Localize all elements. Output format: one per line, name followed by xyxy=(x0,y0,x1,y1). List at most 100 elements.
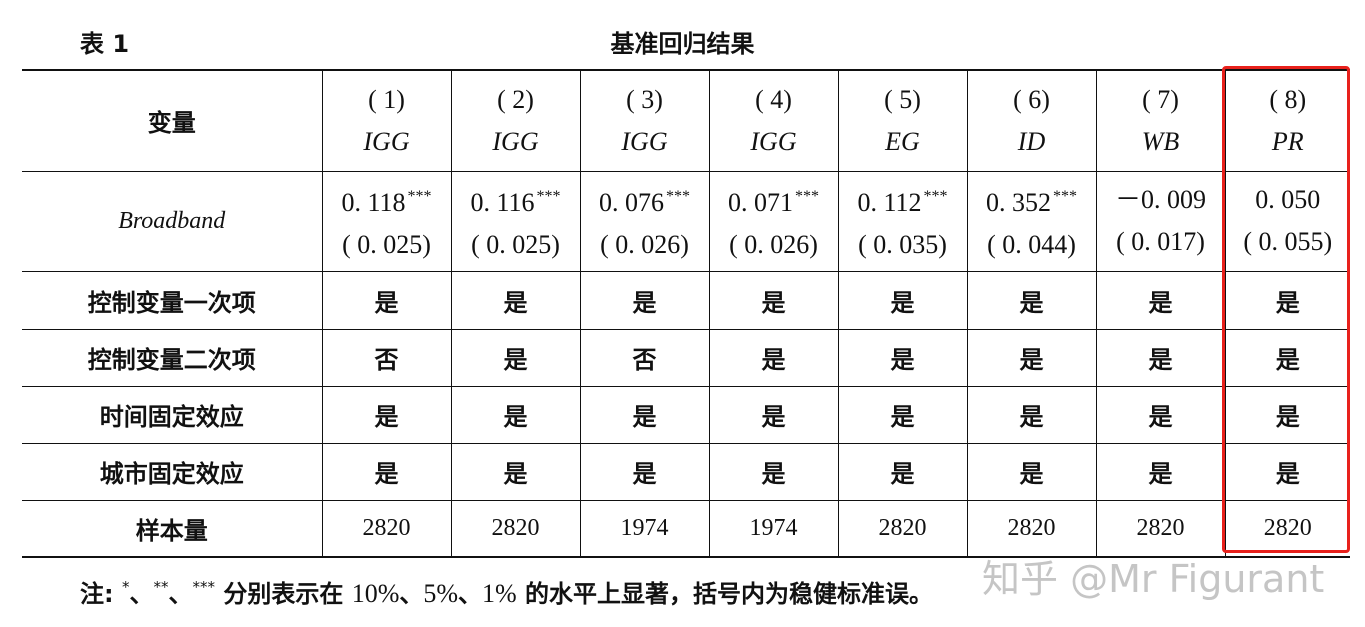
column-header-5: ( 5) EG xyxy=(837,70,967,171)
sample-row: 样本量 2820 2820 1974 1974 2820 2820 2820 2820 xyxy=(22,499,1350,557)
sample-size-cell: 2820 xyxy=(321,499,451,557)
coefficient-value: －0. 009 xyxy=(1114,185,1206,214)
sample-size-cell: 1974 xyxy=(708,499,838,557)
model-number: ( 5) xyxy=(884,84,921,114)
table-cell: 是 xyxy=(708,328,838,386)
coefficient-cell: －0. 009 ( 0. 017) xyxy=(1095,170,1225,271)
table-cell: 否 xyxy=(321,328,451,386)
table-row: 控制变量二次项 否是否是是是是是 xyxy=(22,328,1350,386)
table-cell: 是 xyxy=(1224,442,1350,500)
coefficient-cell: 0. 118 *** ( 0. 025) xyxy=(321,170,451,271)
model-number: ( 3) xyxy=(626,84,663,114)
significance-stars: *** xyxy=(536,188,561,205)
table-cell: 是 xyxy=(579,385,709,443)
column-header-6: ( 6) ID xyxy=(966,70,1096,171)
header-row: 变量 ( 1) IGG ( 2) IGG ( 3) IGG ( 4) IGG ( 5) EG ( 6… xyxy=(22,70,1350,171)
table-label: 表 1 xyxy=(80,30,130,58)
table-cell: 是 xyxy=(837,385,967,443)
coefficient-value: 0. 076 xyxy=(599,188,664,217)
model-number: ( 4) xyxy=(755,84,792,114)
table-title: 基准回归结果 xyxy=(610,30,755,58)
footnote-star-2: ** xyxy=(153,578,169,596)
coefficient-line: －0. 009 xyxy=(1097,179,1225,221)
coefficient-cell: 0. 071 *** ( 0. 026) xyxy=(708,170,838,271)
column-header-2: ( 2) IGG xyxy=(450,70,580,171)
table-cell: 是 xyxy=(450,270,580,329)
table-cell: 是 xyxy=(966,270,1096,329)
sample-label: 样本量 xyxy=(22,499,322,557)
footnote-p1: 10% xyxy=(351,579,400,608)
coefficient-line: 0. 118 *** xyxy=(323,176,451,224)
model-number: ( 2) xyxy=(497,84,534,114)
coefficient-value: 0. 116 xyxy=(470,188,535,217)
row-label: 时间固定效应 xyxy=(22,385,322,443)
table-cell: 是 xyxy=(450,385,580,443)
coefficient-line: 0. 116 *** xyxy=(452,176,580,224)
model-number: ( 6) xyxy=(1013,84,1050,114)
coefficient-line: 0. 050 xyxy=(1226,179,1351,221)
coefficient-line: 0. 112 *** xyxy=(839,176,967,224)
table-cell: 是 xyxy=(1224,270,1350,329)
table-cell: 是 xyxy=(1095,442,1225,500)
footnote-suffix: 的水平上显著，括号内为稳健标准误。 xyxy=(516,580,934,608)
coefficient-value: 0. 118 xyxy=(341,188,406,217)
table-cell: 是 xyxy=(579,270,709,329)
standard-error: ( 0. 026) xyxy=(729,230,818,259)
footnote-star-3: *** xyxy=(192,578,215,596)
column-header-8: ( 8) PR xyxy=(1224,70,1350,171)
table-cell: 是 xyxy=(1095,270,1225,329)
table-row: 城市固定效应 是是是是是是是是 xyxy=(22,442,1350,500)
coefficient-cell: 0. 076 *** ( 0. 026) xyxy=(579,170,709,271)
table-cell: 是 xyxy=(708,270,838,329)
coefficient-value: 0. 071 xyxy=(728,188,793,217)
table-cell: 是 xyxy=(321,270,451,329)
footnote: 注: *、**、*** 分别表示在 10%、5%、1% 的水平上显著，括号内为稳… xyxy=(80,574,933,609)
coefficient-value: 0. 112 xyxy=(857,188,922,217)
coefficient-cell: 0. 116 *** ( 0. 025) xyxy=(450,170,580,271)
significance-stars: *** xyxy=(666,188,690,205)
column-header-4: ( 4) IGG xyxy=(708,70,838,171)
coefficient-line: 0. 352 *** xyxy=(968,176,1096,224)
sample-size-cell: 2820 xyxy=(1095,499,1225,557)
broadband-row: Broadband 0. 118 ***( 0. 025) 0. 116 ***( 0… xyxy=(22,170,1351,271)
variable-header: 变量 xyxy=(147,109,196,138)
dependent-variable: PR xyxy=(1271,126,1304,156)
table-cell: 是 xyxy=(837,270,967,329)
row-label: 控制变量一次项 xyxy=(22,270,322,329)
table-row: 时间固定效应 是是是是是是是是 xyxy=(22,385,1350,443)
standard-error: ( 0. 017) xyxy=(1116,227,1205,256)
model-number: ( 7) xyxy=(1142,84,1179,114)
table-cell: 是 xyxy=(966,442,1096,500)
table-cell: 是 xyxy=(708,385,838,443)
sample-size-cell: 2820 xyxy=(837,499,967,557)
coefficient-cell: 0. 352 *** ( 0. 044) xyxy=(966,170,1096,271)
table-cell: 是 xyxy=(1095,385,1225,443)
table-cell: 是 xyxy=(1224,328,1350,386)
table-cell: 是 xyxy=(837,442,967,500)
dependent-variable: IGG xyxy=(750,126,797,156)
dependent-variable: EG xyxy=(885,126,920,156)
footnote-star-1: * xyxy=(121,578,130,596)
standard-error: ( 0. 044) xyxy=(987,230,1076,259)
footnote-p2: 5% xyxy=(423,579,459,608)
table-cell: 是 xyxy=(1224,385,1350,443)
coefficient-value: 0. 050 xyxy=(1255,185,1321,214)
column-header-3: ( 3) IGG xyxy=(579,70,709,171)
standard-error: ( 0. 055) xyxy=(1243,227,1333,256)
table-cell: 是 xyxy=(450,442,580,500)
significance-stars: *** xyxy=(407,188,432,205)
table-cell: 是 xyxy=(966,385,1096,443)
sample-size-cell: 2820 xyxy=(450,499,580,557)
dependent-variable: IGG xyxy=(621,126,668,156)
table-cell: 是 xyxy=(1095,328,1225,386)
dependent-variable: IGG xyxy=(363,126,410,156)
table-cell: 是 xyxy=(837,328,967,386)
row-label: 城市固定效应 xyxy=(22,442,322,500)
dependent-variable: WB xyxy=(1141,126,1180,156)
footnote-sep: 、 xyxy=(458,580,483,608)
table-cell: 是 xyxy=(321,442,451,500)
model-number: ( 8) xyxy=(1269,84,1307,114)
sample-size-cell: 2820 xyxy=(966,499,1096,557)
coefficient-line: 0. 071 *** xyxy=(710,176,838,224)
footnote-sep: 、 xyxy=(168,580,193,608)
